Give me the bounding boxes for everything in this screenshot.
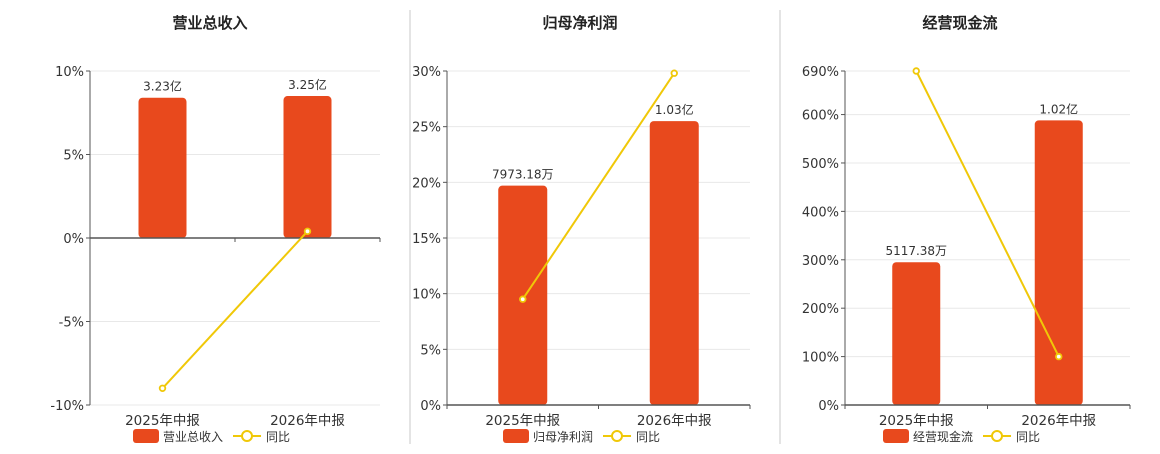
y-tick-label: -10% [50, 399, 84, 414]
y-tick-label: 400% [802, 205, 839, 220]
chart-title: 营业总收入 [172, 14, 247, 32]
legend-line-marker [241, 430, 253, 442]
y-tick-label: 300% [802, 254, 839, 269]
yoy-point [303, 227, 312, 236]
bar-data-label: 3.23亿 [143, 79, 182, 94]
y-tick-label: 5% [420, 343, 441, 358]
legend-bar-swatch [133, 429, 159, 443]
legend-bar-swatch [503, 429, 529, 443]
y-tick-label: 15% [412, 232, 441, 247]
legend-line-label: 同比 [266, 430, 290, 444]
y-tick-label: 5% [63, 149, 84, 164]
y-tick-label: 0% [420, 399, 441, 414]
bar-data-label: 7973.18万 [492, 168, 554, 182]
yoy-point [1055, 352, 1063, 361]
yoy-line [521, 72, 676, 300]
bar-2 [283, 96, 332, 238]
bar-1 [498, 185, 548, 405]
yoy-point [519, 295, 527, 303]
bar-data-label: 1.03亿 [655, 102, 694, 117]
legend-bar-label: 归母净利润 [533, 430, 593, 444]
legend-bar-swatch [883, 429, 909, 443]
yoy-point [670, 69, 678, 77]
legend-line-label: 同比 [1016, 430, 1040, 444]
y-tick-label: 0% [63, 232, 84, 247]
x-tick-label: 2025年中报 [879, 413, 954, 429]
y-tick-label: 690% [802, 65, 839, 80]
yoy-line [161, 230, 309, 389]
bar-data-label: 5117.38万 [885, 244, 947, 258]
chart-panel-3: 经营现金流 0% 100% 200% 300% 400% 500% 600% 690% 5117.… [779, 10, 1131, 444]
x-tick-label: 2026年中报 [1021, 413, 1096, 429]
x-tick-label: 2025年中报 [485, 413, 560, 429]
y-tick-label: 0% [818, 399, 839, 414]
y-tick-label: 30% [412, 65, 441, 80]
chart-title: 经营现金流 [922, 14, 997, 32]
legend-line-label: 同比 [636, 430, 660, 444]
bar-data-label: 1.02亿 [1039, 101, 1078, 116]
bar-1 [138, 97, 187, 238]
yoy-line [915, 70, 1060, 358]
legend-bar-label: 经营现金流 [913, 429, 973, 444]
y-tick-label: 10% [412, 288, 441, 303]
legend-line-marker [611, 430, 623, 442]
chart-title: 归母净利润 [542, 14, 617, 32]
y-tick-label: 100% [802, 351, 839, 366]
chart-panel-1: 营业总收入 -10% -5% 0% 5% 10% 3.23亿 3.25亿 2025年中报 2026… [50, 14, 381, 444]
x-tick-label: 2026年中报 [637, 413, 712, 429]
legend-bar-label: 营业总收入 [163, 430, 223, 444]
bar-1 [892, 262, 941, 405]
x-tick-label: 2026年中报 [270, 413, 345, 429]
yoy-point [158, 384, 167, 392]
y-tick-label: -5% [59, 316, 84, 331]
bar-2 [1034, 120, 1083, 406]
y-tick-label: 25% [412, 121, 441, 136]
yoy-point [912, 67, 920, 75]
y-tick-label: 600% [802, 109, 839, 124]
y-tick-label: 200% [802, 302, 839, 317]
y-tick-label: 20% [412, 176, 441, 191]
bar-data-label: 3.25亿 [288, 77, 327, 92]
y-tick-label: 10% [55, 65, 84, 80]
bar-2 [649, 121, 699, 405]
legend-line-marker [991, 430, 1003, 442]
x-tick-label: 2025年中报 [125, 413, 200, 429]
chart-panel-2: 归母净利润 0% 5% 10% 15% 20% 25% 30% 7973.18万 1.03亿 202… [409, 10, 751, 444]
y-tick-label: 500% [802, 157, 839, 172]
